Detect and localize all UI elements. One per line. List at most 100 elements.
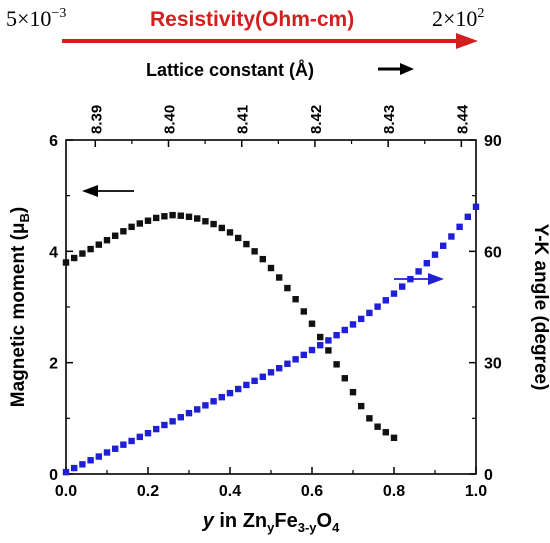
magnetic-moment-point [317, 333, 324, 341]
resistivity-header: 5×10−3 Resistivity(Ohm-cm) 2×102 [6, 6, 484, 49]
magnetic-moment-point [169, 211, 176, 219]
magnetic-moment-point [300, 308, 307, 315]
y-left-tick-label: 2 [49, 356, 58, 373]
yk-angle-point [62, 468, 70, 476]
y-right-tick-label: 60 [484, 244, 502, 261]
y-right-tick-label: 90 [484, 133, 502, 150]
magnetic-moment-point [349, 388, 357, 396]
yk-angle-point [341, 326, 348, 334]
resistivity-max-exponent: 2 [477, 6, 484, 21]
magnetic-moment-point [259, 255, 266, 263]
y-left-tick-label: 6 [49, 133, 58, 150]
yk-angle-point [251, 377, 258, 385]
yk-angle-point [325, 337, 332, 344]
magnetic-moment-point [284, 284, 291, 292]
yk-angle-point [349, 321, 357, 328]
yk-angle-point [284, 360, 291, 367]
magnetic-moment-point [390, 434, 398, 442]
magnetic-moment-point [144, 217, 152, 224]
magnetic-moment-point [374, 423, 381, 430]
data-points [62, 203, 480, 476]
yk-angle-point [448, 233, 455, 240]
magnetic-moment-point [251, 248, 258, 255]
resistivity-min-label: 5×10 [6, 6, 51, 31]
magnetic-moment-point [218, 224, 225, 232]
yk-angle-point [161, 421, 168, 429]
magnetic-moment-point [202, 218, 209, 225]
yk-angle-point [120, 441, 127, 448]
yk-angle-point [71, 464, 78, 472]
yk-angle-point [235, 385, 242, 393]
magnetic-moment-point [87, 245, 94, 253]
yk-angle-point [415, 268, 422, 275]
x-tick-label: 0.2 [137, 483, 159, 500]
y-axis-left-title: Magnetic moment (μB) [8, 207, 32, 407]
resistivity-min-exponent: −3 [51, 6, 66, 21]
top-tick-label: 8.42 [308, 105, 325, 134]
yk-angle-point [202, 402, 209, 409]
lattice-label: Lattice constant (Å) [146, 60, 314, 80]
yk-angle-point [267, 369, 275, 376]
right-axis-arrow-head [428, 273, 444, 285]
svg-text:5×10−3: 5×10−3 [6, 6, 66, 31]
yk-angle-point [464, 213, 471, 221]
yk-angle-point [423, 260, 430, 267]
magnetic-moment-point [382, 429, 389, 436]
left-axis-arrow-head [82, 185, 98, 197]
yk-angle-point [358, 315, 365, 323]
resistivity-arrow-head [456, 33, 478, 49]
magnetic-moment-point [276, 274, 283, 281]
top-tick-label: 8.44 [454, 104, 471, 134]
magnetic-moment-point [308, 320, 316, 327]
yk-angle-point [177, 414, 184, 421]
magnetic-moment-point [341, 375, 348, 382]
magnetic-moment-point [243, 240, 250, 248]
yk-angle-point [300, 351, 307, 359]
resistivity-max-label: 2×10 [432, 6, 477, 31]
magnetic-moment-point [292, 296, 299, 303]
yk-angle-point [136, 433, 143, 441]
x-axis-title: y in ZnyFe3-yO4 [202, 510, 340, 535]
yk-angle-point [292, 356, 299, 363]
yk-angle-point [399, 283, 406, 290]
yk-angle-point [169, 418, 176, 425]
y-axis-right-title: Y-K angle (degree) [530, 224, 550, 391]
magnetic-moment-point [120, 228, 127, 235]
top-tick-label: 8.41 [235, 105, 252, 134]
x-tick-label: 0.0 [55, 483, 77, 500]
magnetic-moment-point [235, 234, 242, 242]
yk-angle-point [431, 251, 439, 258]
yk-angle-point [382, 297, 389, 304]
yk-angle-point [210, 398, 217, 405]
yk-angle-point [185, 409, 193, 417]
magnetic-moment-point [366, 415, 373, 422]
magnetic-moment-point [95, 241, 102, 248]
x-tick-label: 0.4 [219, 483, 241, 500]
top-tick-label: 8.43 [381, 105, 398, 134]
yk-angle-point [95, 453, 102, 460]
annotation-arrows [82, 185, 444, 285]
magnetic-moment-point [210, 220, 217, 228]
yk-angle-point [112, 445, 119, 452]
magnetic-moment-point [128, 223, 135, 231]
magnetic-moment-point [194, 215, 201, 222]
yk-angle-point [128, 437, 135, 445]
yk-angle-point [87, 457, 94, 464]
yk-angle-point [456, 223, 463, 231]
y-right-tick-label: 0 [484, 467, 493, 484]
yk-angle-point [144, 429, 152, 437]
yk-angle-point [276, 365, 283, 372]
yk-angle-point [317, 342, 324, 349]
magnetic-moment-point [79, 250, 86, 257]
yk-angle-point [366, 309, 373, 317]
yk-angle-point [374, 303, 381, 310]
lattice-header: Lattice constant (Å) [146, 60, 414, 80]
resistivity-label: Resistivity(Ohm-cm) [150, 8, 354, 31]
y-left-tick-label: 0 [49, 467, 58, 484]
top-tick-label: 8.39 [88, 105, 105, 134]
x-tick-label: 0.8 [383, 483, 405, 500]
magnetic-moment-point [161, 213, 168, 220]
magnetic-moment-point [71, 254, 78, 262]
